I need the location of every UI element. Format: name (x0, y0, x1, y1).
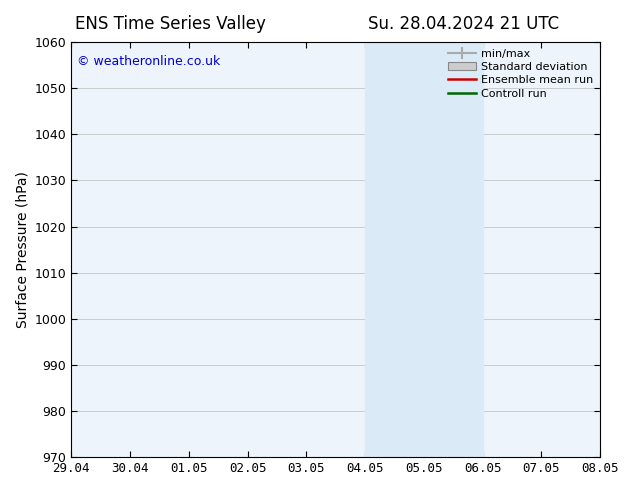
Bar (424, 42, 482, 457)
Text: ENS Time Series Valley: ENS Time Series Valley (75, 15, 266, 33)
Bar (600, 42, 634, 457)
Bar (365, 42, 424, 457)
Legend: min/max, Standard deviation, Ensemble mean run, Controll run: min/max, Standard deviation, Ensemble me… (444, 44, 598, 103)
Text: © weatheronline.co.uk: © weatheronline.co.uk (77, 54, 220, 68)
Y-axis label: Surface Pressure (hPa): Surface Pressure (hPa) (15, 171, 29, 328)
Text: Su. 28.04.2024 21 UTC: Su. 28.04.2024 21 UTC (368, 15, 559, 33)
